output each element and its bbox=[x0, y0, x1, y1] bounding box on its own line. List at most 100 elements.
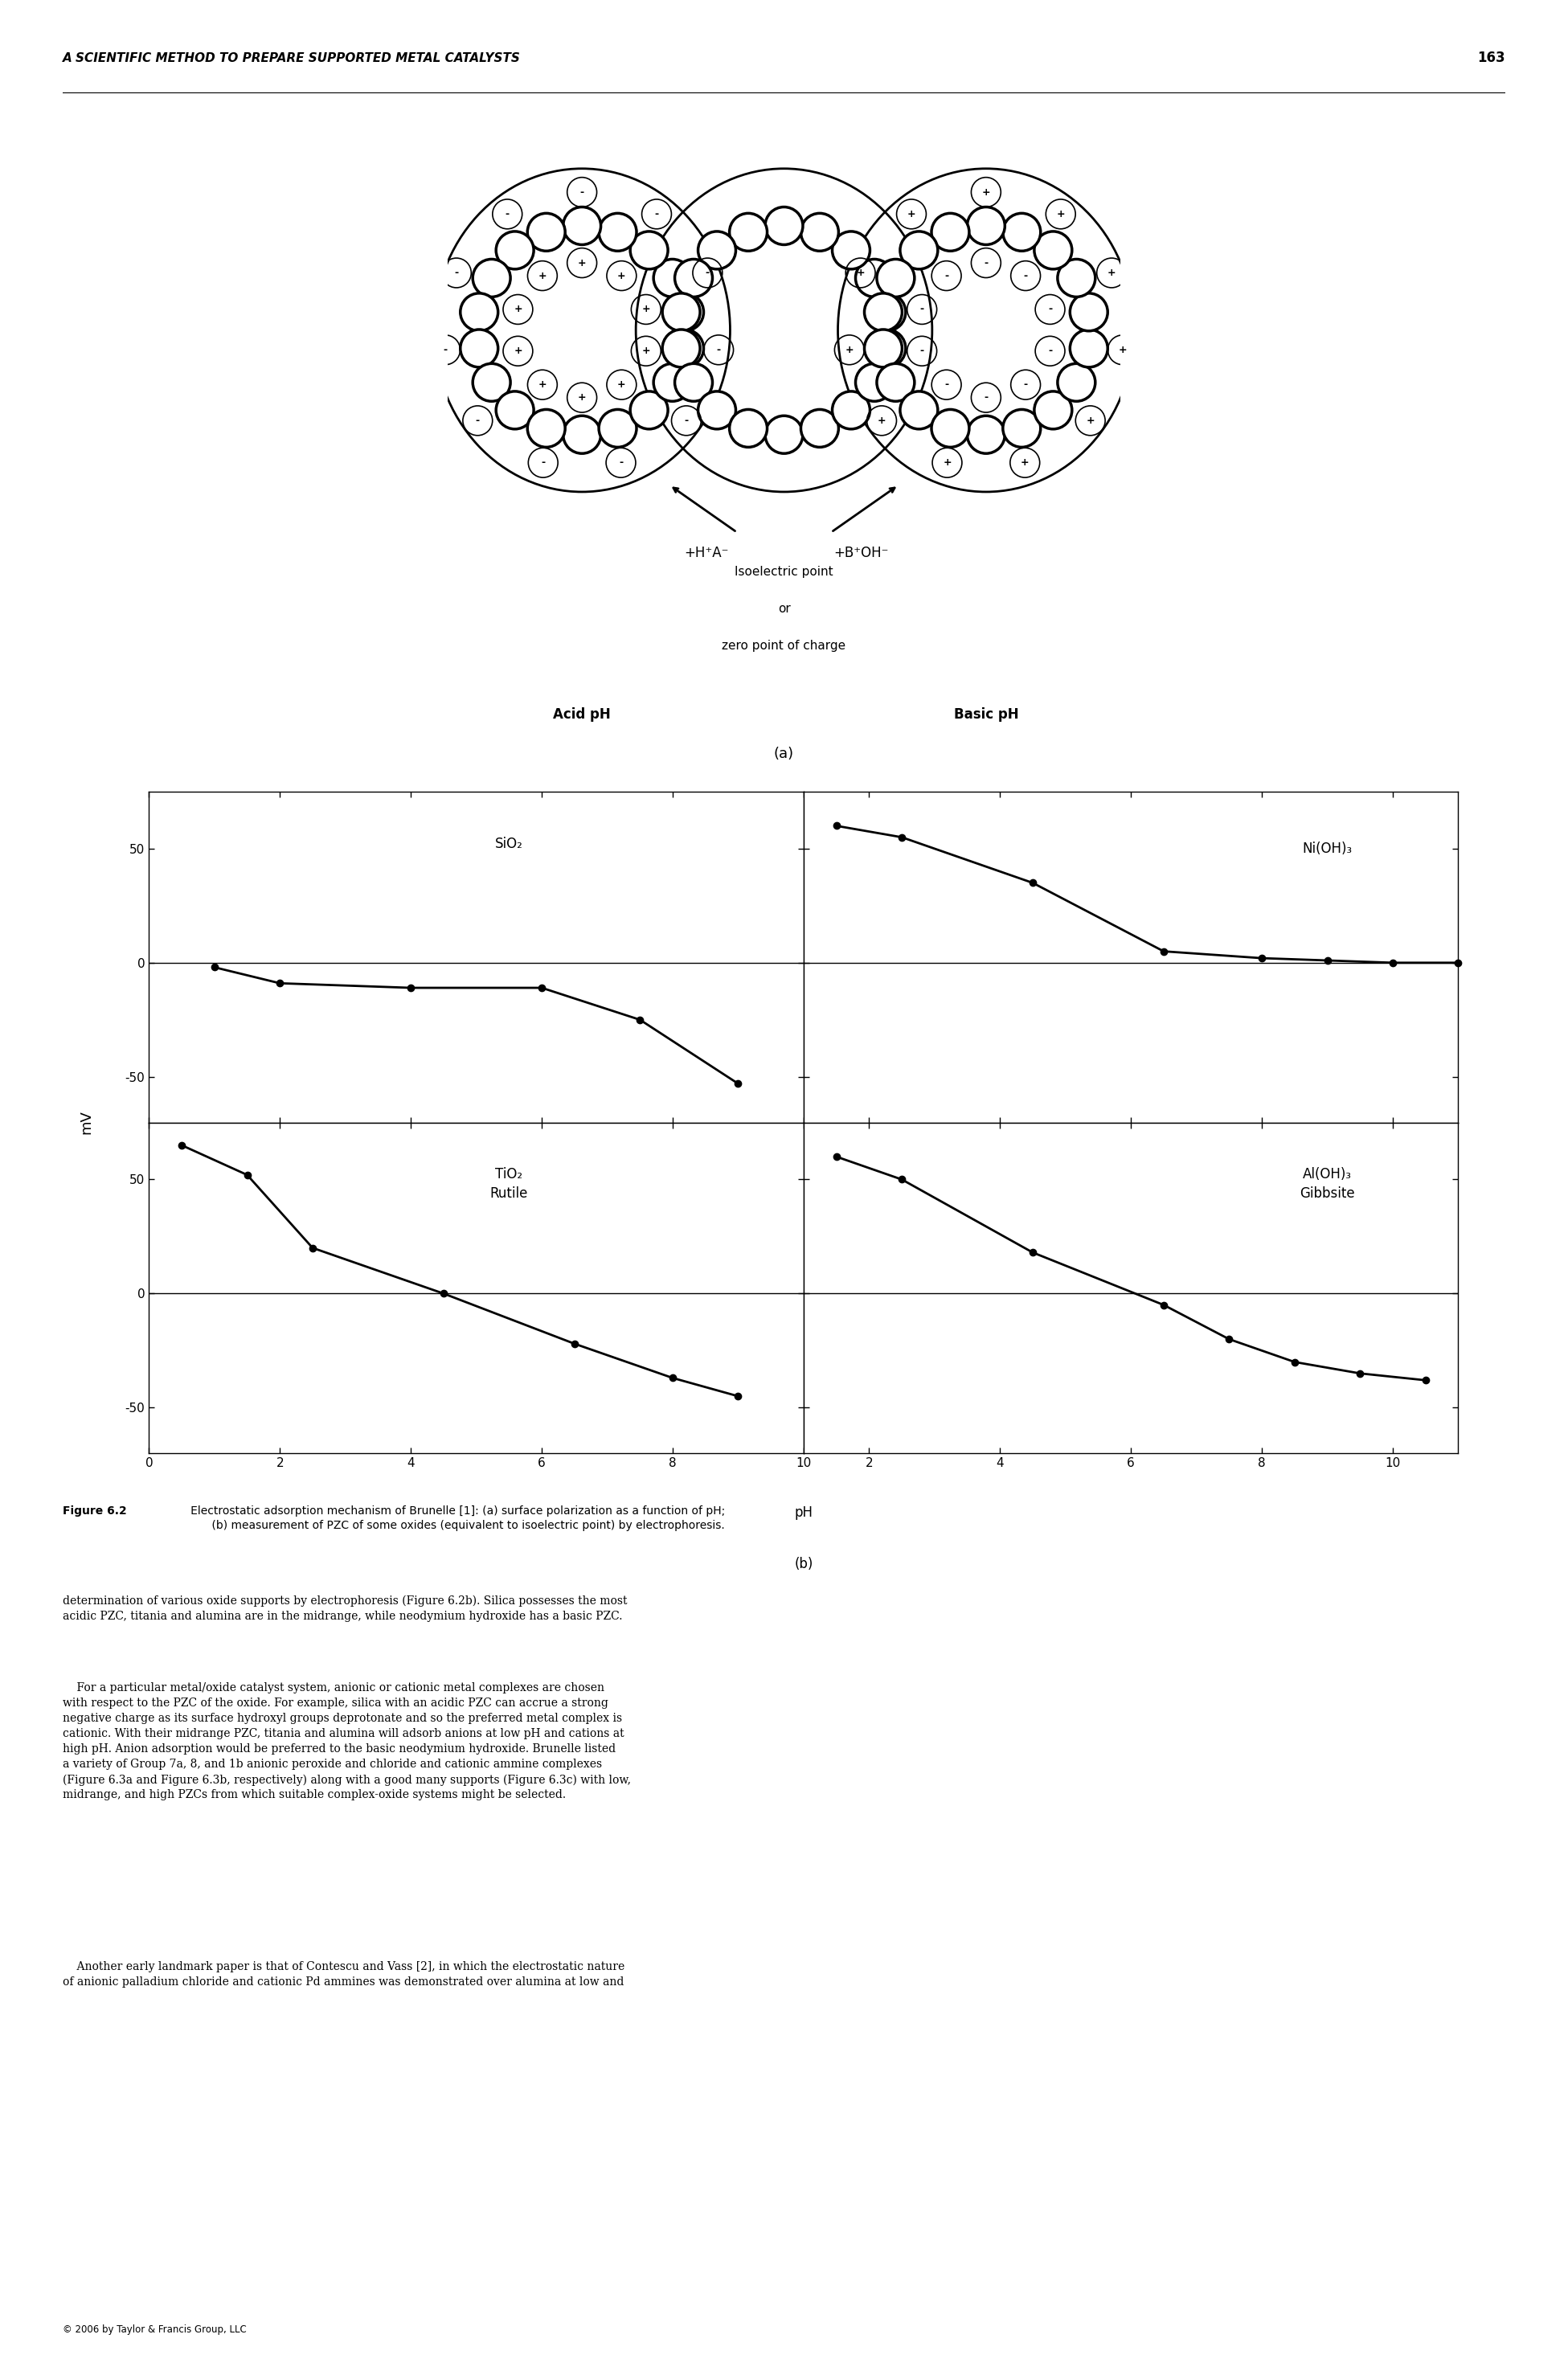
Circle shape bbox=[765, 416, 803, 454]
Text: -: - bbox=[1024, 380, 1027, 390]
Circle shape bbox=[833, 232, 870, 269]
Circle shape bbox=[495, 232, 533, 269]
Circle shape bbox=[765, 208, 803, 246]
Circle shape bbox=[461, 328, 499, 366]
Text: -: - bbox=[505, 208, 510, 220]
Text: +: + bbox=[856, 267, 864, 279]
Text: (a): (a) bbox=[775, 747, 793, 761]
Circle shape bbox=[674, 260, 712, 298]
Text: determination of various oxide supports by electrophoresis (Figure 6.2b). Silica: determination of various oxide supports … bbox=[63, 1595, 627, 1621]
Text: SiO₂: SiO₂ bbox=[495, 837, 524, 851]
Text: -: - bbox=[455, 267, 458, 279]
Text: +: + bbox=[1118, 345, 1127, 354]
Circle shape bbox=[856, 364, 894, 402]
Circle shape bbox=[1057, 260, 1096, 298]
Text: -: - bbox=[1047, 345, 1052, 357]
Text: +: + bbox=[538, 380, 547, 390]
Text: -: - bbox=[920, 345, 924, 357]
Circle shape bbox=[666, 328, 704, 366]
Circle shape bbox=[461, 293, 499, 331]
Text: +: + bbox=[577, 258, 586, 267]
Circle shape bbox=[630, 392, 668, 430]
Text: -: - bbox=[985, 258, 988, 267]
Text: Al(OH)₃
Gibbsite: Al(OH)₃ Gibbsite bbox=[1300, 1167, 1355, 1200]
Text: mV: mV bbox=[78, 1111, 94, 1134]
Circle shape bbox=[563, 208, 601, 246]
Circle shape bbox=[630, 232, 668, 269]
Circle shape bbox=[674, 364, 712, 402]
Text: (b): (b) bbox=[795, 1557, 812, 1571]
Text: +: + bbox=[845, 345, 853, 354]
Circle shape bbox=[900, 392, 938, 430]
Text: +: + bbox=[618, 380, 626, 390]
Text: -: - bbox=[706, 267, 710, 279]
Text: Ni(OH)₃: Ni(OH)₃ bbox=[1303, 841, 1352, 855]
Text: +: + bbox=[514, 345, 522, 357]
Text: +: + bbox=[1057, 208, 1065, 220]
Text: +: + bbox=[514, 305, 522, 314]
Circle shape bbox=[729, 213, 767, 250]
Text: or: or bbox=[778, 603, 790, 614]
Circle shape bbox=[856, 260, 894, 298]
Text: For a particular metal/oxide catalyst system, anionic or cationic metal complexe: For a particular metal/oxide catalyst sy… bbox=[63, 1682, 630, 1801]
Circle shape bbox=[877, 364, 914, 402]
Circle shape bbox=[662, 328, 699, 366]
Text: Basic pH: Basic pH bbox=[953, 707, 1019, 721]
Text: +: + bbox=[641, 345, 651, 357]
Circle shape bbox=[563, 416, 601, 454]
Circle shape bbox=[967, 416, 1005, 454]
Text: +: + bbox=[1021, 458, 1029, 468]
Circle shape bbox=[527, 409, 564, 447]
Text: TiO₂
Rutile: TiO₂ Rutile bbox=[489, 1167, 528, 1200]
Circle shape bbox=[495, 392, 533, 430]
Circle shape bbox=[801, 409, 839, 447]
Circle shape bbox=[967, 208, 1005, 246]
Circle shape bbox=[472, 260, 511, 298]
Text: -: - bbox=[684, 416, 688, 425]
Text: -: - bbox=[944, 269, 949, 281]
Text: A SCIENTIFIC METHOD TO PREPARE SUPPORTED METAL CATALYSTS: A SCIENTIFIC METHOD TO PREPARE SUPPORTED… bbox=[63, 52, 521, 64]
Text: -: - bbox=[444, 345, 447, 354]
Text: pH: pH bbox=[795, 1505, 812, 1519]
Circle shape bbox=[931, 409, 969, 447]
Circle shape bbox=[1057, 364, 1096, 402]
Text: Isoelectric point: Isoelectric point bbox=[735, 565, 833, 579]
Text: Electrostatic adsorption mechanism of Brunelle [1]: (a) surface polarization as : Electrostatic adsorption mechanism of Br… bbox=[180, 1505, 726, 1531]
Circle shape bbox=[864, 328, 902, 366]
Circle shape bbox=[654, 364, 691, 402]
Circle shape bbox=[869, 293, 906, 331]
Text: +B⁺OH⁻: +B⁺OH⁻ bbox=[834, 546, 889, 560]
Text: Another early landmark paper is that of Contescu and Vass [2], in which the elec: Another early landmark paper is that of … bbox=[63, 1961, 624, 1987]
Circle shape bbox=[698, 232, 735, 269]
Text: -: - bbox=[541, 458, 546, 468]
Text: © 2006 by Taylor & Francis Group, LLC: © 2006 by Taylor & Francis Group, LLC bbox=[63, 2325, 246, 2335]
Text: 163: 163 bbox=[1477, 50, 1505, 66]
Circle shape bbox=[864, 293, 902, 331]
Text: +: + bbox=[1087, 416, 1094, 425]
Circle shape bbox=[527, 213, 564, 250]
Circle shape bbox=[833, 392, 870, 430]
Text: -: - bbox=[619, 458, 622, 468]
Circle shape bbox=[1035, 392, 1073, 430]
Circle shape bbox=[599, 409, 637, 447]
Text: -: - bbox=[985, 392, 988, 402]
Text: -: - bbox=[717, 345, 721, 354]
Text: Figure 6.2: Figure 6.2 bbox=[63, 1505, 127, 1517]
Circle shape bbox=[472, 364, 511, 402]
Text: Acid pH: Acid pH bbox=[554, 707, 612, 721]
Circle shape bbox=[654, 260, 691, 298]
Circle shape bbox=[1035, 232, 1073, 269]
Text: -: - bbox=[920, 305, 924, 314]
Text: -: - bbox=[944, 380, 949, 390]
Text: +: + bbox=[618, 269, 626, 281]
Circle shape bbox=[1004, 213, 1041, 250]
Text: -: - bbox=[1024, 269, 1027, 281]
Text: +: + bbox=[982, 187, 991, 198]
Circle shape bbox=[1004, 409, 1041, 447]
Text: +: + bbox=[641, 305, 651, 314]
Circle shape bbox=[869, 328, 906, 366]
Text: +: + bbox=[942, 458, 952, 468]
Text: -: - bbox=[580, 187, 583, 198]
Text: +: + bbox=[538, 269, 547, 281]
Circle shape bbox=[877, 260, 914, 298]
